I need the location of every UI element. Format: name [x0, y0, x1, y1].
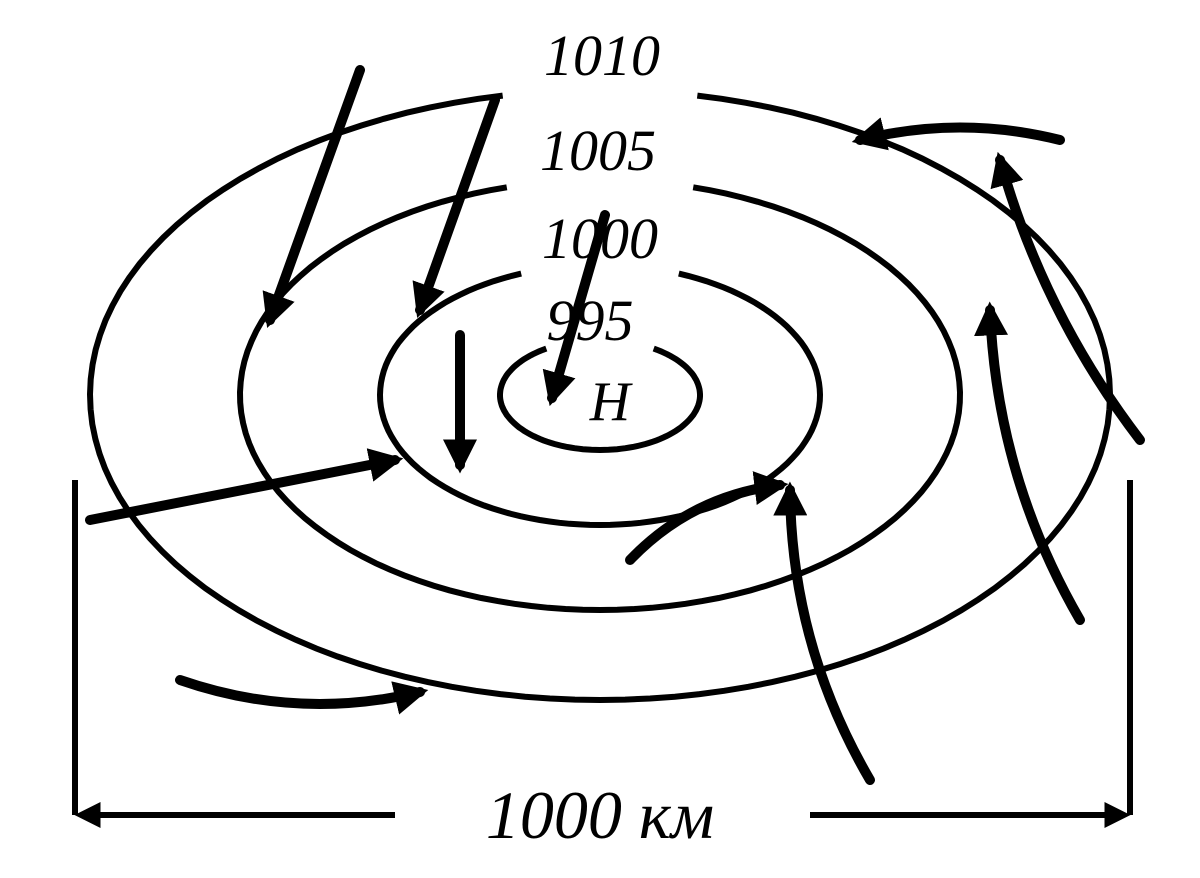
isobar-label-995: 995 — [547, 288, 634, 353]
isobar-label-1005: 1005 — [540, 118, 656, 183]
center-label: Н — [589, 371, 633, 433]
isobar-label-1010: 1010 — [544, 23, 660, 88]
scale-label: 1000 км — [486, 777, 714, 853]
cyclone-diagram: 995100010051010Н1000 км — [0, 0, 1200, 878]
